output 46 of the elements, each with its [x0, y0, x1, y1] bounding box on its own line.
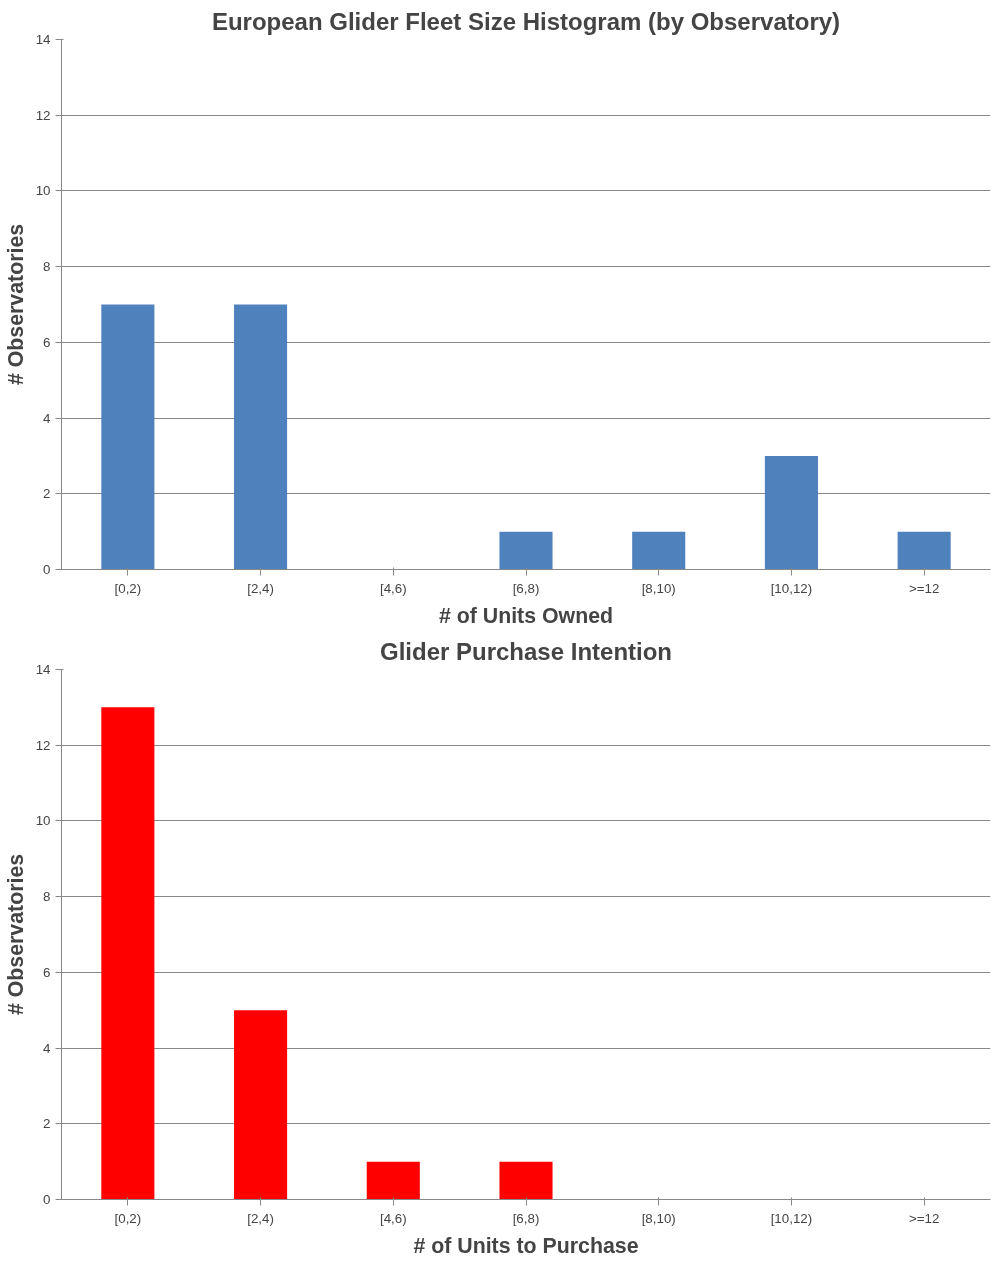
- bar: [234, 304, 288, 570]
- y-tick-label: 14: [35, 662, 52, 677]
- y-tick-label: 0: [43, 562, 51, 577]
- y-tick-label: 2: [43, 1116, 51, 1132]
- x-tick-label: [2,4): [247, 580, 274, 596]
- x-tick-label: [6,8): [512, 1210, 540, 1226]
- bar: [632, 531, 686, 570]
- y-tick-label: 0: [43, 1192, 51, 1207]
- x-tick-label: [10,12): [770, 1210, 813, 1226]
- x-tick-label: [0,2): [114, 1210, 142, 1226]
- y-tick-label: 10: [35, 813, 51, 829]
- y-tick-label: 12: [35, 107, 51, 123]
- x-tick-label: [6,8): [512, 580, 540, 596]
- y-tick-label: 8: [43, 889, 51, 905]
- x-axis-title: # of Units to Purchase: [413, 1233, 639, 1258]
- y-tick-label: 14: [35, 32, 52, 47]
- y-axis-title: # Observatories: [3, 223, 28, 386]
- bar: [101, 304, 155, 570]
- bar: [234, 1010, 288, 1200]
- x-tick-label: >=12: [908, 580, 940, 596]
- bar: [897, 531, 951, 570]
- y-tick-label: 4: [43, 410, 52, 426]
- x-tick-label: [4,6): [379, 580, 407, 596]
- x-axis-title: # of Units Owned: [438, 603, 614, 628]
- bar: [499, 531, 553, 570]
- y-tick-label: 12: [35, 737, 51, 753]
- y-tick-label: 8: [43, 259, 51, 275]
- y-tick-label: 4: [43, 1040, 52, 1056]
- bar: [764, 455, 818, 570]
- x-tick-label: [8,10): [641, 580, 676, 596]
- y-tick-label: 6: [43, 334, 51, 350]
- x-tick-label: [8,10): [641, 1210, 676, 1226]
- y-axis-title: # Observatories: [3, 853, 28, 1016]
- bar: [366, 1161, 420, 1200]
- chart-title: Glider Purchase Intention: [379, 637, 673, 665]
- bar: [101, 707, 155, 1200]
- y-tick-label: 10: [35, 183, 51, 199]
- x-tick-label: [2,4): [247, 1210, 274, 1226]
- x-tick-label: [10,12): [770, 580, 813, 596]
- x-tick-label: >=12: [908, 1210, 940, 1226]
- y-tick-label: 6: [43, 964, 51, 980]
- chart-title: European Glider Fleet Size Histogram (by Observatory): [211, 7, 841, 35]
- bar: [499, 1161, 553, 1200]
- x-tick-label: [4,6): [379, 1210, 407, 1226]
- y-tick-label: 2: [43, 486, 51, 502]
- x-tick-label: [0,2): [114, 580, 142, 596]
